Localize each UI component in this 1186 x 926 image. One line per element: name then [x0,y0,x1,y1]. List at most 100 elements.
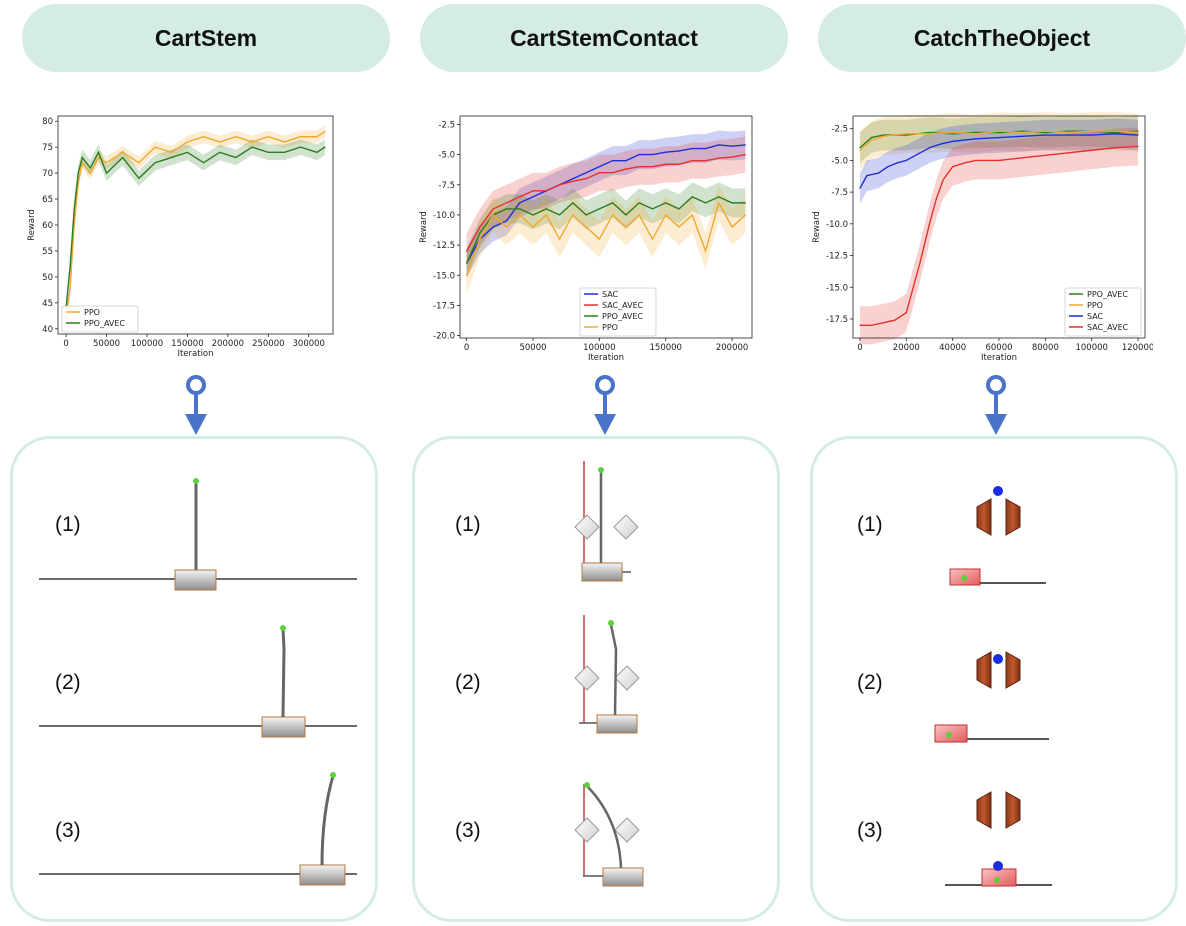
data-point [558,238,561,240]
series-band [66,139,325,316]
data-point [598,172,600,174]
data-point [704,250,707,252]
data-point [859,149,861,151]
data-point [122,151,124,153]
series-band [466,184,746,294]
data-point [998,131,1000,134]
data-point [625,226,627,228]
data-point [1021,130,1023,132]
data-point [466,262,468,264]
cartstemcontact-state-2 [574,615,640,734]
data-point [1021,157,1023,159]
series-line [466,144,746,264]
data-point [505,220,508,222]
y-tick-label: -17.5 [433,301,455,311]
data-point [545,208,547,210]
step-label: (1) [55,513,81,536]
data-point [97,151,100,153]
column-header-cartstem: CartStem [22,4,390,72]
data-point [532,226,534,228]
data-point [316,136,318,138]
data-point [300,146,302,148]
y-tick-label: -20.0 [433,332,455,342]
data-point [1067,130,1070,132]
chart-svg: 0 50000 100000 150000 200000 250000 300000 40 45… [27,115,334,359]
x-tick-label: 100000 [131,339,163,349]
step-label: (2) [55,671,81,694]
data-point [1021,131,1023,134]
data-point [744,154,746,156]
data-point [612,202,614,204]
column-header-catchtheobject: CatchTheObject [818,4,1186,72]
x-tick-label: 50000 [93,339,120,349]
data-point [81,162,83,164]
scene-panel-cartstem: (1) (2) (3) [10,436,378,922]
series-line [465,201,746,276]
step-label: (1) [455,513,481,536]
data-point [718,144,720,146]
catch-state-3 [945,791,1052,887]
data-point [519,196,521,198]
x-tick-label: 0 [857,343,862,353]
data-point [170,156,172,159]
data-point [1114,147,1116,149]
data-point [154,162,156,164]
data-point [519,208,521,210]
data-point [598,166,600,168]
data-point [678,226,680,228]
data-point [638,154,640,156]
data-point [170,151,172,153]
data-point [105,162,108,164]
column-header-cartstemcontact: CartStemContact [420,4,788,72]
y-axis-label: Reward [419,211,429,243]
y-tick-label: 45 [42,299,53,309]
data-point [316,151,318,153]
series-line [859,133,1139,189]
data-point [235,136,237,138]
column-title: CartStem [154,24,258,51]
data-point [1137,130,1139,132]
y-tick-label: -5.0 [438,151,455,161]
step-label: (2) [455,671,481,694]
series-band [859,127,1139,345]
data-point [625,214,627,216]
legend-label: SAC_AVEC [1087,323,1129,332]
data-point [1137,131,1139,134]
data-point [572,180,574,182]
data-point [638,202,640,204]
x-tick-label: 200000 [716,343,748,353]
data-point [665,202,667,204]
series-band [859,116,1139,163]
data-point [1044,154,1046,156]
data-point [598,238,600,240]
reward-chart-cartstemcontact: 0 50000 100000 150000 200000 -20.0 -17.5 -15.0 -… [412,108,762,363]
y-tick-label: -5.0 [831,156,848,166]
x-axis-label: Iteration [177,349,213,358]
data-point [479,226,481,228]
data-point [186,151,189,153]
legend-label: PPO [602,323,618,332]
cartstemcontact-state-1 [574,461,639,582]
data-point [505,208,508,210]
data-point [324,130,326,133]
data-point [905,133,907,135]
y-tick-label: -10.0 [826,220,848,230]
data-point [89,172,91,174]
data-point [202,162,205,164]
data-point [283,141,286,143]
x-tick-label: 60000 [985,343,1012,353]
data-point [1091,130,1093,132]
legend-box [1064,287,1142,337]
y-tick-label: 55 [42,247,53,257]
data-point [532,214,534,216]
data-point [505,226,508,228]
data-point [1137,145,1139,148]
data-point [744,214,746,216]
x-tick-label: 80000 [1032,343,1059,353]
data-point [202,136,205,138]
data-point [466,250,468,252]
data-point [952,133,954,135]
step-label: (3) [455,819,481,842]
legend-label: PPO_AVEC [84,319,125,328]
legend-box [61,305,139,333]
